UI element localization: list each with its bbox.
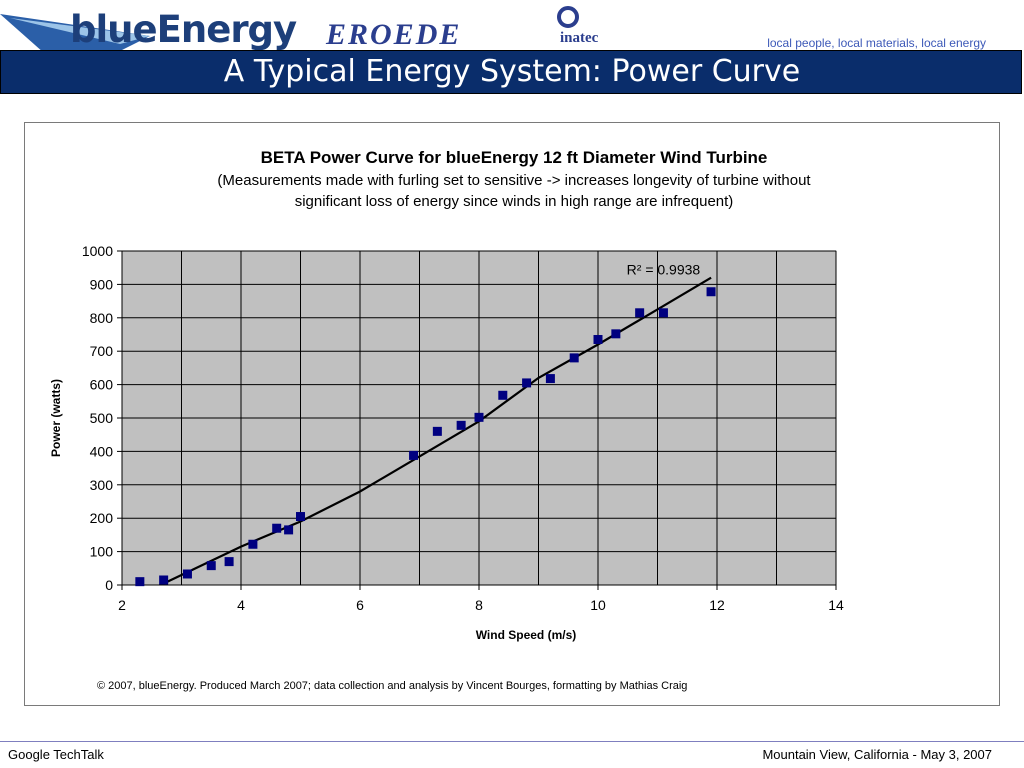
blueenergy-logo: blueEnergy xyxy=(70,8,297,51)
data-point xyxy=(135,577,145,587)
x-tick-label: 12 xyxy=(709,597,725,613)
y-tick-label: 900 xyxy=(90,276,114,292)
data-point xyxy=(272,523,282,533)
data-point xyxy=(159,575,169,585)
inatec-logo: inatec xyxy=(560,30,599,46)
data-point xyxy=(569,353,579,363)
chart-subtitle-line-1: (Measurements made with furling set to s… xyxy=(217,172,811,189)
plot-area: 0 100 200 300 400 500 600 700 800 900 1000 2 4 6 8 10 12… xyxy=(82,243,844,613)
y-tick-label: 1000 xyxy=(82,243,113,259)
y-tick-label: 700 xyxy=(90,343,114,359)
data-point xyxy=(522,378,532,388)
data-point xyxy=(474,412,484,422)
data-point xyxy=(206,561,216,571)
footer-left: Google TechTalk xyxy=(8,747,104,762)
chart-title: BETA Power Curve for blueEnergy 12 ft Di… xyxy=(261,148,768,167)
tagline: local people, local materials, local ene… xyxy=(767,36,986,50)
r-squared-label: R² = 0.9938 xyxy=(627,261,701,277)
x-tick-label: 8 xyxy=(475,597,483,613)
power-curve-chart: BETA Power Curve for blueEnergy 12 ft Di… xyxy=(49,148,844,692)
title-bar xyxy=(0,50,1022,94)
y-tick-label: 600 xyxy=(90,377,114,393)
data-point xyxy=(284,525,294,535)
x-tick-label: 2 xyxy=(118,597,126,613)
x-axis-label: Wind Speed (m/s) xyxy=(476,628,577,642)
chart-panel: BETA Power Curve for blueEnergy 12 ft Di… xyxy=(24,122,1000,706)
x-tick-label: 10 xyxy=(590,597,606,613)
footer-right: Mountain View, California - May 3, 2007 xyxy=(762,747,992,762)
data-point xyxy=(224,557,234,567)
data-point xyxy=(658,308,668,318)
data-point xyxy=(409,450,419,460)
footer-divider xyxy=(0,741,1024,742)
x-tick-label: 14 xyxy=(828,597,844,613)
slide-header: blueEnergy EROEDE inatec local people, l… xyxy=(0,0,1024,96)
y-tick-label: 500 xyxy=(90,410,114,426)
data-point xyxy=(635,308,645,318)
y-tick-label: 400 xyxy=(90,443,114,459)
y-tick-label: 0 xyxy=(105,577,113,593)
y-tick-label: 300 xyxy=(90,477,114,493)
slide-title: A Typical Energy System: Power Curve xyxy=(223,54,801,89)
data-point xyxy=(593,335,603,345)
y-tick-label: 100 xyxy=(90,544,114,560)
y-axis-label: Power (watts) xyxy=(49,379,63,457)
inatec-logo-mark xyxy=(557,6,579,28)
copyright-note: © 2007, blueEnergy. Produced March 2007;… xyxy=(97,680,687,692)
chart-subtitle-line-2: significant loss of energy since winds i… xyxy=(295,193,734,210)
data-point xyxy=(498,390,508,400)
x-tick-label: 6 xyxy=(356,597,364,613)
data-point xyxy=(706,287,716,297)
data-point xyxy=(611,329,621,339)
y-tick-label: 200 xyxy=(90,510,114,526)
y-tick-label: 800 xyxy=(90,310,114,326)
x-tick-label: 4 xyxy=(237,597,245,613)
erede-logo: EROEDE xyxy=(326,18,462,51)
data-point xyxy=(296,512,305,522)
data-point xyxy=(248,539,258,549)
blueenergy-logo-wedge xyxy=(0,14,150,76)
data-point xyxy=(545,374,555,384)
data-point xyxy=(182,569,192,579)
data-point xyxy=(432,426,442,436)
data-point xyxy=(456,420,466,430)
